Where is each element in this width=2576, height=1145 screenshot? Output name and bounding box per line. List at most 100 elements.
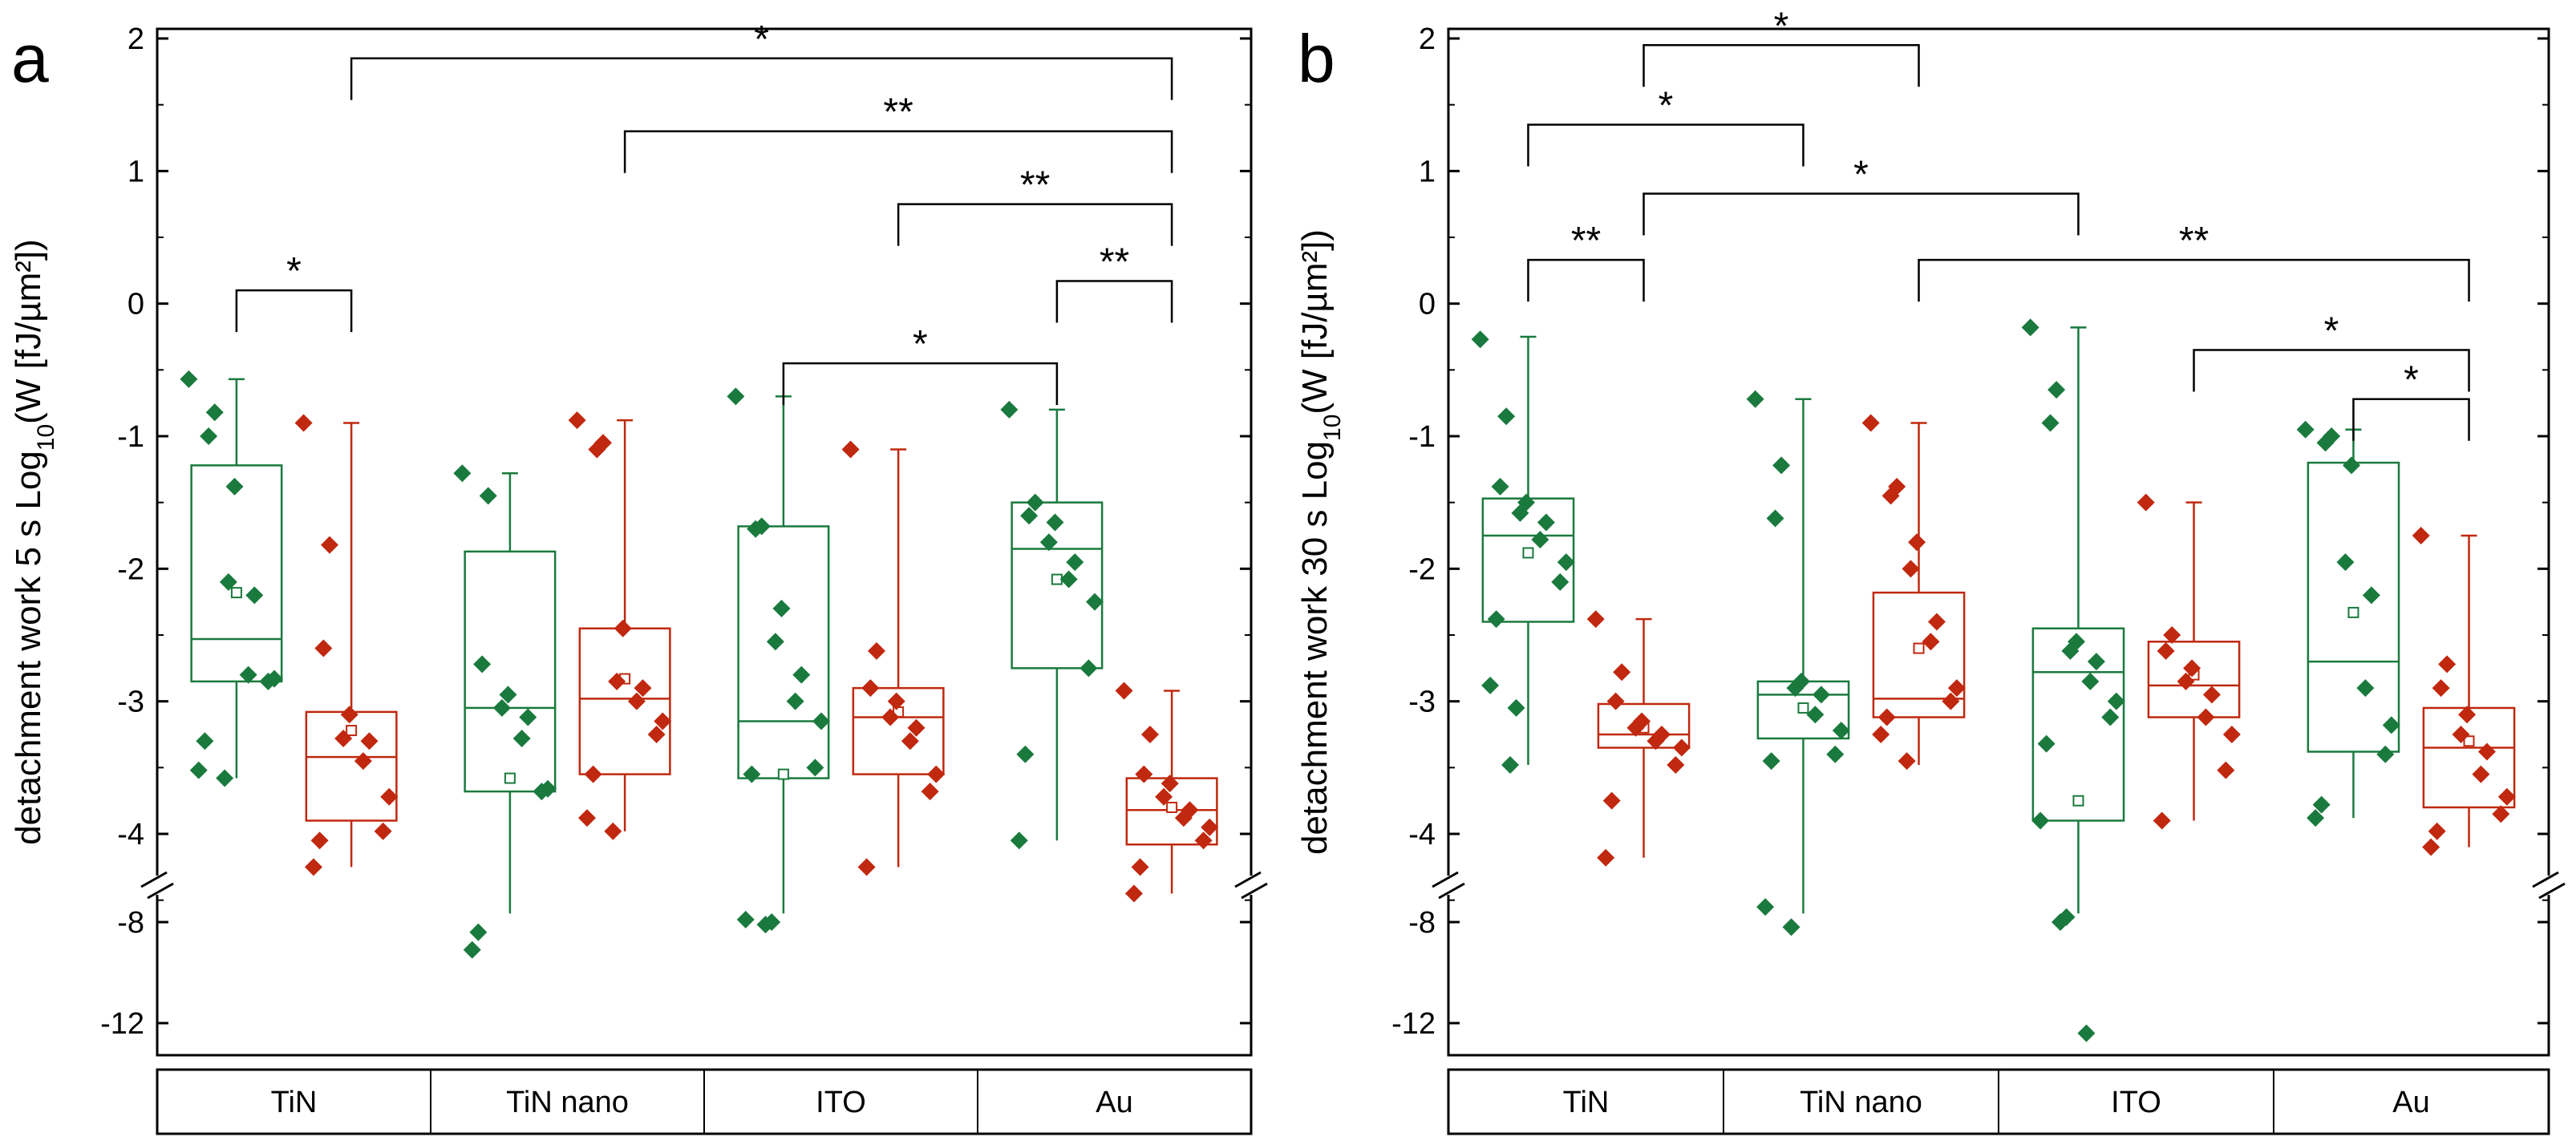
data-point [380,787,399,806]
significance-label: * [1659,84,1674,127]
data-point [2202,686,2221,704]
data-point [2472,765,2490,783]
y-tick-label: -12 [1391,1007,1436,1041]
significance-bracket: * [235,250,353,333]
y-tick-label: 2 [1419,22,1436,56]
y-axis-label: detachment work 30 s Log10(W [fJ/µm²]) [1295,229,1346,855]
data-point [2137,493,2155,512]
panel-letter: b [1298,21,1335,96]
data-point [2047,381,2066,399]
bracket-line [1527,258,1645,302]
data-point [2376,745,2395,763]
y-tick-label: -3 [117,686,144,719]
data-point [867,641,885,660]
y-axis-label-sub: 10 [1319,415,1346,441]
data-point [320,536,338,554]
data-point [1537,513,1555,532]
bracket-line [2193,349,2470,392]
axis-break-mark [140,871,168,888]
data-point [1201,818,1219,836]
data-point [841,440,860,459]
y-tick-label: 1 [1419,155,1436,188]
significance-label: ** [1020,164,1050,207]
data-point [310,831,329,850]
data-point [857,858,876,876]
significance-label: * [754,18,769,61]
data-point [2197,708,2215,726]
y-tick-label: 0 [128,288,144,322]
y-tick-label: -4 [117,818,144,852]
data-point [887,692,905,710]
data-point [2157,641,2175,660]
box-mean [2347,606,2359,618]
data-point [1947,679,1966,698]
bracket-line [897,203,1173,246]
data-point [1826,745,1845,763]
box-iqr [190,464,283,683]
data-point [634,679,652,698]
significance-bracket: * [782,323,1059,406]
y-tick-label: 1 [128,155,144,188]
bracket-line [623,130,1173,173]
y-tick-label: -8 [117,906,144,940]
data-point [1497,407,1516,426]
data-point [1000,400,1019,419]
data-point [1194,831,1213,850]
bracket-line [235,289,353,333]
axis-break-mark [147,882,174,900]
box-mean [1522,547,1534,559]
box-iqr [1872,591,1966,718]
y-tick-label: -2 [117,552,144,586]
y-tick-label: 2 [128,22,144,56]
data-point [2217,761,2235,779]
data-point [907,718,925,737]
significance-bracket: ** [1527,220,1645,302]
data-point [1606,692,1625,710]
data-point [1046,513,1064,532]
data-point [340,706,358,724]
box-green-ito [727,387,831,934]
axis-break-mark [1241,882,1268,900]
data-point [2041,414,2060,432]
data-point [1557,553,1575,572]
data-point [2382,716,2400,734]
data-point [1942,692,1960,710]
data-point [727,387,745,406]
data-point [1672,738,1691,757]
data-point [1131,858,1149,876]
bracket-line [1527,123,1804,167]
data-point [1066,553,1084,572]
box-mean [346,725,358,737]
data-point [577,809,596,827]
box-iqr [1597,702,1691,749]
data-point [1010,831,1028,850]
significance-bracket: ** [1918,220,2470,302]
category-label: TiN [1563,1086,1610,1119]
data-point [568,411,586,430]
bracket-line [1642,44,1920,87]
data-point [1908,533,1926,552]
data-point [2101,708,2120,726]
data-point [756,916,775,934]
box-mean [1913,642,1925,654]
data-point [1140,726,1159,743]
data-point [1782,918,1800,937]
data-point [921,783,939,801]
y-tick-label: 0 [1419,288,1436,322]
axis-break-mark [1234,871,1262,888]
axis-break-mark [2532,871,2559,888]
data-point [2428,822,2446,840]
data-point [1026,493,1044,512]
data-point [1872,726,1890,743]
data-point [1772,456,1791,475]
box-mean [504,772,516,784]
data-point [627,692,646,710]
data-point [259,672,277,690]
data-point [1511,504,1529,522]
data-point [743,765,761,783]
data-point [1756,898,1775,916]
data-point [499,686,517,704]
data-point [2183,659,2201,678]
box-red-au [2412,527,2516,856]
